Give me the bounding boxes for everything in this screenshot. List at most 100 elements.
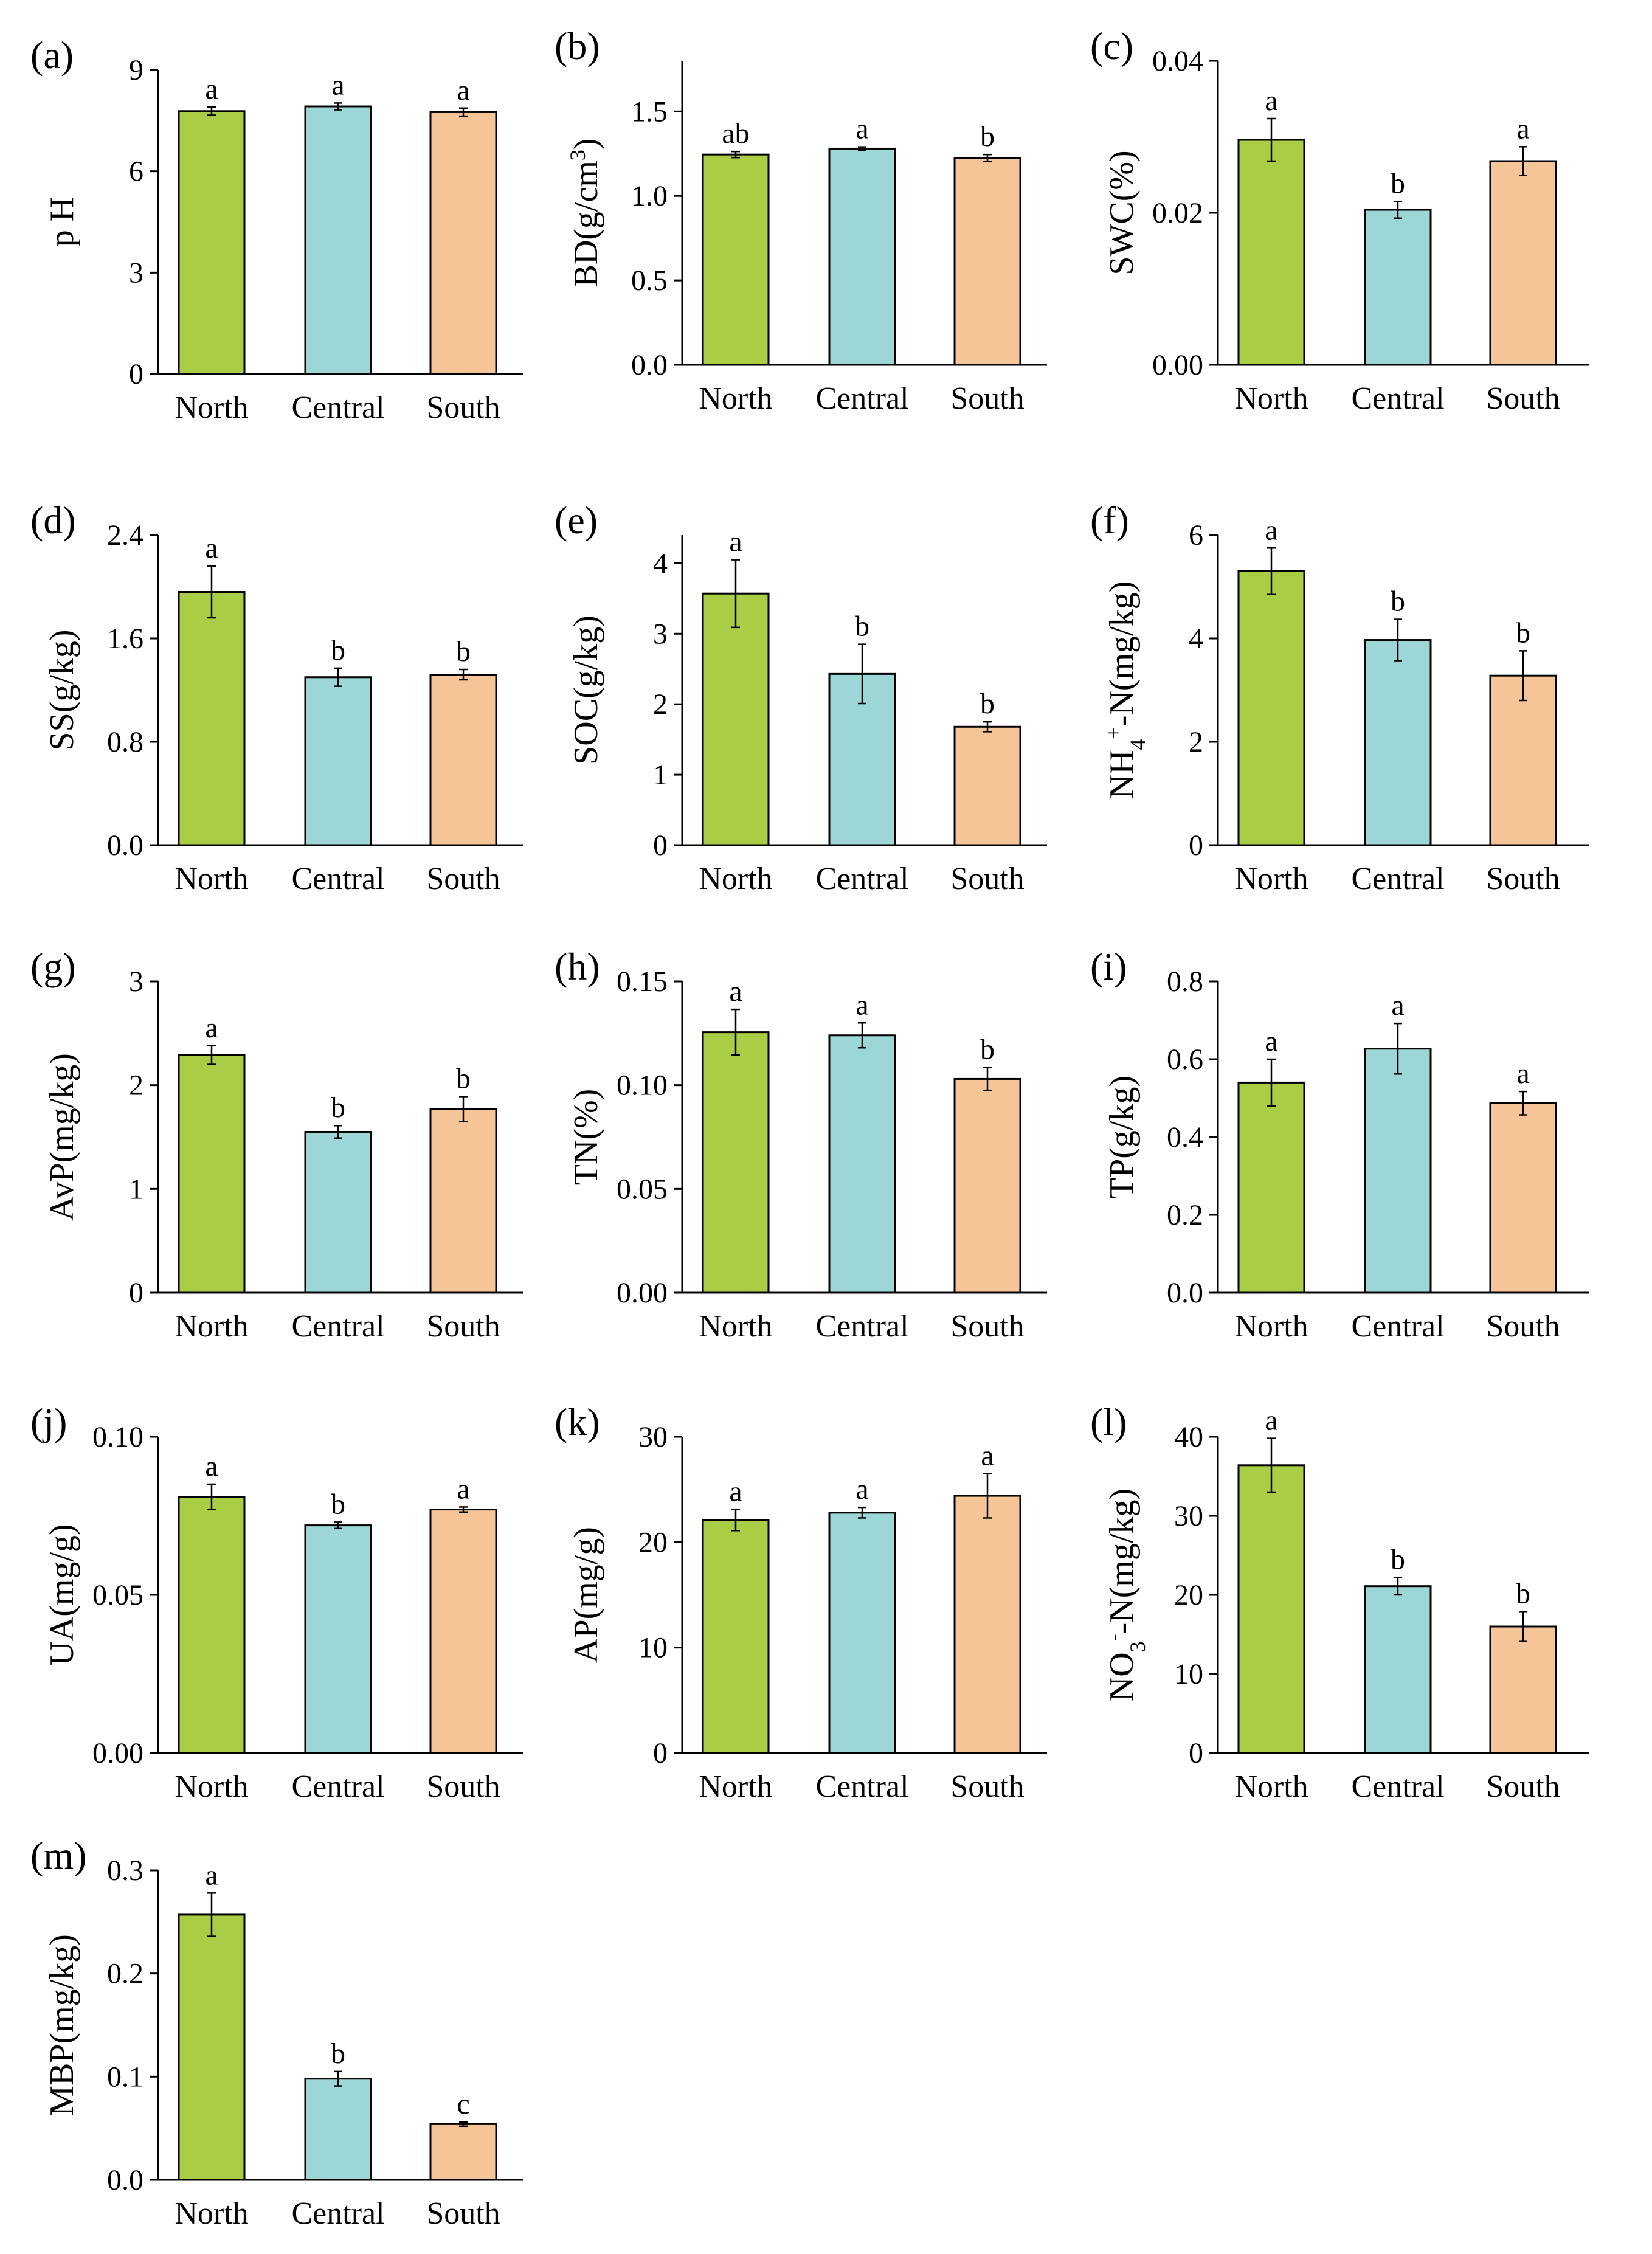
x-tick-label: North [1234, 1309, 1308, 1344]
x-tick-label: Central [291, 1309, 384, 1344]
panel-label: (g) [30, 945, 76, 988]
bar-north [178, 1496, 246, 1754]
significance-letter: b [1516, 1577, 1530, 1609]
bar-central [304, 676, 372, 846]
x-tick-label: South [1486, 381, 1560, 416]
y-tick-label: 0.02 [1152, 197, 1203, 229]
y-axis-label: AP(mg/g) [567, 1527, 605, 1663]
x-tick-label: South [1486, 862, 1560, 896]
y-tick-label: 0.00 [617, 1277, 668, 1309]
significance-letter: b [1391, 586, 1405, 618]
significance-letter: a [205, 532, 218, 564]
significance-letter: b [456, 1062, 471, 1094]
panel-j: 0.00 0.05 0.10 (j) UA(mg/g) a North b Central a So… [30, 1400, 523, 1804]
y-tick-label: 1.0 [631, 180, 668, 212]
significance-letter: a [1265, 1025, 1277, 1057]
x-tick-label: Central [1351, 381, 1444, 416]
bar-central [304, 105, 372, 375]
bar-north [702, 1519, 770, 1754]
x-tick-label: North [175, 1769, 248, 1804]
significance-letter: b [1516, 617, 1530, 649]
y-tick-label: 0 [1189, 1737, 1203, 1769]
y-tick-label: 0.3 [107, 1855, 143, 1887]
bar-south [1489, 674, 1557, 846]
bar-south [953, 157, 1021, 366]
bar-north [178, 110, 246, 375]
bar-north [1237, 570, 1305, 846]
y-tick-label: 10 [1174, 1658, 1203, 1690]
y-tick-label: 0.0 [1167, 1277, 1203, 1309]
y-axis-label: SWC(%) [1103, 150, 1141, 275]
y-tick-label: 20 [638, 1526, 668, 1558]
bar-north [1237, 139, 1305, 366]
y-tick-label: 0.5 [631, 264, 668, 297]
x-tick-label: Central [291, 862, 384, 896]
panel-c: 0.00 0.02 0.04 (c) SWC(%) a North b Central a Sout… [1090, 24, 1589, 416]
x-tick-label: North [175, 390, 248, 425]
significance-letter: a [1391, 989, 1404, 1022]
significance-letter: b [331, 1488, 345, 1520]
panel-label: (c) [1090, 24, 1133, 67]
y-tick-label: 0.0 [107, 829, 143, 862]
x-tick-label: Central [815, 1309, 908, 1344]
y-tick-label: 3 [653, 618, 668, 650]
bar-north [178, 591, 246, 846]
y-tick-label: 4 [653, 547, 668, 579]
panel-l: 0 10 20 30 40 (l) NO3--N(mg/kg) a North b Central b… [1090, 1400, 1589, 1804]
panel-h: 0.00 0.05 0.10 0.15 (h) TN(%) a North a Central b S… [555, 945, 1047, 1344]
y-axis-label: SS(g/kg) [43, 629, 81, 750]
x-tick-label: North [175, 1309, 248, 1344]
y-axis-label: MBP(mg/kg) [43, 1934, 81, 2116]
y-tick-label: 10 [638, 1632, 668, 1664]
significance-letter: a [1516, 112, 1529, 145]
bar-central [1364, 209, 1432, 366]
y-axis-label: TP(g/kg) [1103, 1076, 1141, 1198]
x-tick-label: North [1234, 862, 1308, 896]
x-tick-label: Central [1351, 1769, 1444, 1804]
panel-label: (b) [555, 24, 600, 67]
y-tick-label: 1 [653, 759, 668, 791]
y-tick-label: 30 [1174, 1500, 1203, 1532]
panel-a: 0 3 6 9 (a) p H a North a Central a South [30, 33, 523, 425]
significance-letter: a [205, 1012, 218, 1044]
panel-label: (e) [555, 499, 598, 542]
y-tick-label: 1.6 [107, 623, 143, 655]
y-tick-label: 2 [653, 688, 668, 721]
bar-south [429, 111, 497, 375]
significance-letter: a [205, 1859, 218, 1891]
panel-label: (d) [30, 499, 76, 542]
panel-i: 0.0 0.2 0.4 0.6 0.8 (i) TP(g/kg) a North a Central… [1090, 945, 1589, 1344]
significance-letter: a [457, 1473, 469, 1505]
bar-south [1489, 160, 1557, 366]
y-tick-label: 0 [653, 1737, 668, 1769]
significance-letter: c [457, 2088, 469, 2120]
significance-letter: a [729, 975, 742, 1008]
y-tick-label: 0 [129, 1277, 143, 1309]
significance-letter: a [729, 526, 742, 558]
bar-south [429, 2123, 497, 2181]
x-tick-label: Central [1351, 1309, 1444, 1344]
bar-south [429, 1108, 497, 1294]
significance-letter: b [1391, 167, 1405, 199]
panel-label: (i) [1090, 945, 1127, 988]
bar-north [178, 1913, 246, 2181]
y-tick-label: 20 [1174, 1579, 1203, 1611]
bar-north [1237, 1081, 1305, 1294]
bar-north [702, 1031, 770, 1294]
x-tick-label: South [1486, 1769, 1560, 1804]
x-tick-label: Central [291, 2196, 384, 2231]
y-tick-label: 30 [638, 1421, 668, 1453]
y-tick-label: 0.10 [617, 1070, 668, 1102]
y-tick-label: 9 [129, 54, 143, 86]
x-tick-label: Central [815, 862, 908, 896]
bar-north [702, 592, 770, 846]
x-tick-label: Central [815, 1769, 908, 1804]
x-tick-label: South [426, 1769, 500, 1804]
y-tick-label: 0.0 [107, 2164, 143, 2196]
panel-label: (l) [1090, 1400, 1127, 1443]
x-tick-label: North [175, 2196, 248, 2231]
y-tick-label: 0 [129, 358, 143, 390]
y-tick-label: 0.05 [617, 1173, 668, 1205]
significance-letter: a [205, 73, 218, 105]
